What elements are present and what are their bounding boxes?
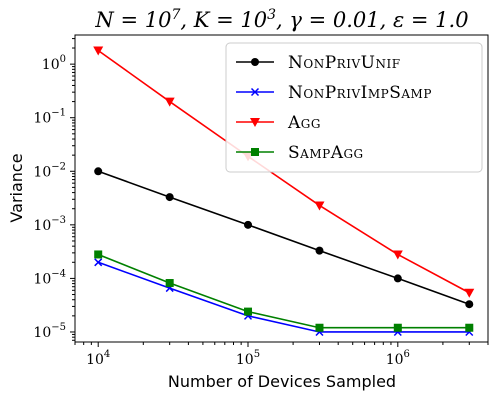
point-circle — [165, 193, 174, 202]
point-square — [94, 250, 103, 259]
legend-label: SAMPAGG — [288, 143, 364, 163]
legend-label: NONPRIVUNIF — [288, 53, 401, 73]
y-tick-label: 100 — [42, 54, 66, 73]
series-line — [97, 253, 470, 329]
y-tick-label: 10−4 — [33, 268, 66, 287]
point-triangle — [250, 118, 260, 127]
point-square — [465, 323, 474, 332]
x-tick-label: 105 — [236, 349, 260, 368]
point-x — [250, 87, 260, 97]
legend-item-nonprivunif: NONPRIVUNIF — [236, 53, 401, 73]
legend-label: AGG — [287, 113, 321, 133]
point-triangle — [93, 46, 104, 56]
legend-item-agg: AGG — [236, 113, 321, 133]
y-tick-label: 10−1 — [33, 108, 66, 127]
series-line — [97, 49, 470, 294]
point-circle — [244, 220, 253, 229]
series-line — [97, 170, 470, 305]
x-tick-label: 106 — [386, 349, 410, 368]
point-triangle — [314, 201, 325, 211]
legend-label: NONPRIVIMPSAMP — [288, 83, 432, 103]
series-sampagg — [94, 250, 474, 332]
point-square — [393, 323, 402, 332]
series-nonprivimpsamp — [94, 258, 474, 337]
y-tick-label: 10−3 — [33, 215, 66, 234]
point-triangle — [164, 97, 175, 107]
point-triangle — [464, 288, 475, 298]
point-triangle — [392, 250, 403, 260]
legend: NONPRIVUNIF NONPRIVIMPSAMP AGG SAMPAGG — [225, 42, 483, 173]
point-circle — [251, 58, 259, 66]
point-square — [251, 148, 259, 156]
point-circle — [94, 167, 103, 176]
point-circle — [315, 246, 324, 255]
point-square — [244, 307, 253, 316]
x-axis-label: Number of Devices Sampled — [168, 372, 396, 391]
legend-item-sampagg: SAMPAGG — [236, 143, 364, 163]
y-tick-label: 10−2 — [33, 161, 66, 180]
x-tick-label: 104 — [86, 349, 110, 368]
legend-box — [225, 42, 483, 173]
chart-title: N = 107​, K = 103​, γ = 0.01, ε = 1.0 — [94, 7, 468, 32]
point-circle — [465, 300, 474, 309]
point-circle — [393, 274, 402, 283]
point-square — [165, 279, 174, 288]
y-axis-label: Variance — [7, 153, 26, 222]
point-square — [315, 323, 324, 332]
legend-item-nonprivimpsamp: NONPRIVIMPSAMP — [236, 83, 432, 103]
series-nonprivunif — [94, 167, 474, 309]
y-tick-label: 10−5 — [33, 322, 66, 341]
series-line — [97, 261, 470, 333]
point-x — [94, 258, 103, 267]
plot-frame — [74, 34, 489, 343]
